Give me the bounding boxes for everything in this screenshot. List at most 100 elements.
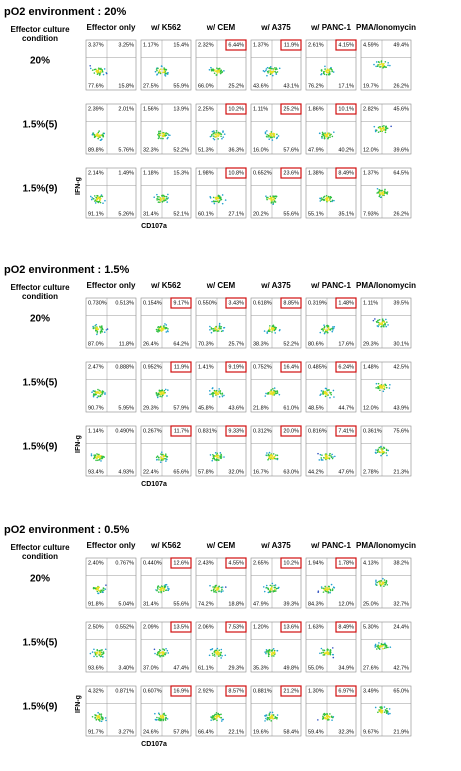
event-dot: [97, 718, 100, 721]
event-dot: [217, 330, 220, 332]
event-dot: [268, 451, 271, 454]
event-dot: [92, 198, 95, 200]
event-dot: [382, 577, 384, 580]
event-dot: [384, 190, 386, 192]
plot-frame: [140, 39, 192, 91]
event-dot: [320, 459, 323, 461]
header-label: Effector culture condition: [10, 283, 70, 301]
event-dot: [320, 70, 323, 72]
highlight-box: [225, 425, 247, 437]
event-dot: [162, 68, 165, 71]
event-dot: [95, 326, 98, 329]
event-dot: [99, 196, 101, 198]
highlight-box: [335, 39, 357, 51]
event-dot: [98, 586, 100, 589]
quadrant-percent: 26.4%: [143, 341, 159, 347]
quadrant-percent: 2.09%: [143, 624, 159, 630]
event-dot: [209, 197, 212, 199]
event-dot: [269, 457, 272, 459]
flow-plot: 0.881% 21.2% 19.6% 58.4%: [250, 685, 302, 737]
flow-plot: 4.59% 49.4% 19.7% 26.2%: [360, 39, 412, 91]
event-dot: [323, 324, 325, 326]
event-dot: [387, 646, 389, 649]
event-dot: [213, 329, 216, 332]
event-dot: [156, 455, 159, 458]
event-dot: [166, 649, 169, 652]
event-dot: [99, 395, 102, 398]
event-dot: [210, 68, 213, 71]
event-dot: [216, 330, 219, 332]
event-dot: [272, 195, 274, 197]
quadrant-percent: 19.6%: [253, 729, 269, 735]
highlight-box: [280, 167, 302, 179]
event-dot: [160, 451, 163, 453]
event-dot: [213, 72, 216, 75]
quadrant-percent: 2.40%: [88, 560, 104, 566]
event-dot: [269, 195, 272, 198]
event-dot: [330, 715, 333, 718]
column-header: w/ CEM: [206, 281, 236, 290]
event-dot: [264, 651, 266, 653]
event-dot: [265, 68, 268, 70]
event-dot: [164, 584, 167, 586]
event-dot: [105, 719, 107, 722]
event-dot: [274, 201, 277, 203]
event-dot: [331, 653, 334, 656]
quadrant-percent: 1.17%: [143, 42, 159, 48]
event-dot: [217, 131, 220, 134]
event-dot: [333, 325, 336, 328]
event-dot: [212, 137, 215, 140]
event-dot: [269, 71, 271, 74]
event-dot: [382, 384, 385, 387]
event-dot: [379, 389, 381, 392]
event-dot: [220, 586, 223, 589]
flow-plot: 2.65% 10.2% 47.9% 39.3%: [250, 557, 302, 609]
event-dot: [322, 393, 324, 395]
event-dot: [270, 652, 273, 655]
event-dot: [273, 327, 276, 330]
quadrant-percent: 93.6%: [88, 665, 104, 671]
event-dot: [384, 60, 387, 63]
event-dot: [275, 392, 278, 395]
event-dot: [96, 455, 99, 458]
event-dot: [96, 648, 99, 651]
event-dot: [264, 132, 267, 135]
event-dot: [323, 649, 326, 652]
event-dot: [332, 456, 334, 458]
event-dot: [94, 393, 96, 396]
event-dot: [216, 647, 219, 650]
quadrant-percent: 25.2%: [283, 106, 299, 112]
event-dot: [159, 132, 161, 135]
event-dot: [213, 455, 215, 457]
event-dot: [102, 591, 104, 593]
event-dot: [209, 325, 211, 328]
event-dot: [387, 712, 389, 714]
x-axis-label: CD107a: [141, 481, 167, 488]
quadrant-percent: 0.767%: [115, 560, 134, 566]
quadrant-percent: 31.4%: [143, 211, 159, 217]
plot-frame: [195, 425, 247, 477]
event-dot: [212, 395, 214, 398]
event-dot: [379, 191, 381, 194]
event-dot: [324, 590, 327, 592]
event-dot: [90, 195, 92, 198]
event-dot: [217, 201, 220, 204]
event-dot: [101, 195, 104, 198]
flow-plot: 1.63% 8.49% 55.0% 34.9%: [305, 621, 357, 673]
event-dot: [324, 329, 327, 332]
quadrant-percent: 49.8%: [283, 665, 299, 671]
event-dot: [327, 195, 330, 198]
event-dot: [218, 391, 221, 393]
quadrant-percent: 52.1%: [173, 211, 189, 217]
event-dot: [156, 196, 159, 198]
event-dot: [98, 654, 101, 656]
quadrant-percent: 13.5%: [173, 624, 189, 630]
quadrant-percent: 55.6%: [173, 601, 189, 607]
event-dot: [262, 586, 265, 588]
plot-frame: [250, 39, 302, 91]
plot-frame: [140, 685, 192, 737]
quadrant-percent: 80.6%: [308, 341, 324, 347]
event-dot: [93, 457, 95, 460]
event-dot: [265, 69, 267, 72]
event-dot: [380, 710, 382, 713]
